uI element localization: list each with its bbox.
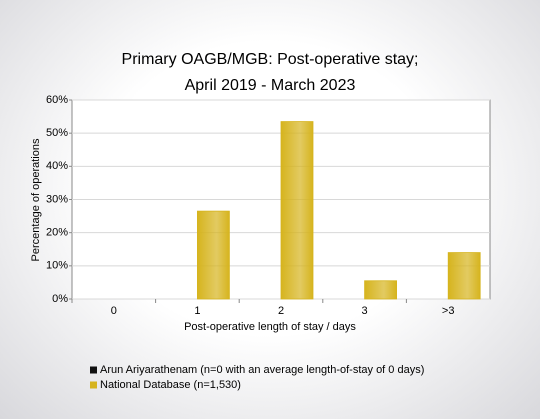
y-tick-label: 10% <box>46 260 68 272</box>
y-tick-label: 30% <box>46 193 68 205</box>
bar <box>364 280 398 300</box>
legend-swatch <box>90 381 97 389</box>
bar <box>196 210 230 300</box>
x-tick-label: >3 <box>442 305 455 317</box>
bar <box>280 121 314 300</box>
chart-title: Primary OAGB/MGB: Post-operative stay; <box>122 51 419 68</box>
legend-swatch <box>90 366 97 374</box>
bar <box>447 252 481 300</box>
chart-subtitle: April 2019 - March 2023 <box>185 77 356 94</box>
y-tick-label: 50% <box>46 127 68 139</box>
y-axis-label: Percentage of operations <box>30 138 42 261</box>
y-tick-label: 0% <box>52 293 68 305</box>
x-tick-label: 2 <box>278 305 284 317</box>
x-axis-label: Post-operative length of stay / days <box>184 321 356 333</box>
y-tick-label: 60% <box>46 94 68 106</box>
x-tick-label: 0 <box>111 305 117 317</box>
legend-label: National Database (n=1,530) <box>100 379 241 391</box>
legend-label: Arun Ariyarathenam (n=0 with an average … <box>100 364 424 376</box>
y-tick-label: 20% <box>46 227 68 239</box>
x-tick-label: 3 <box>362 305 368 317</box>
y-tick-label: 40% <box>46 160 68 172</box>
x-tick-label: 1 <box>194 305 200 317</box>
